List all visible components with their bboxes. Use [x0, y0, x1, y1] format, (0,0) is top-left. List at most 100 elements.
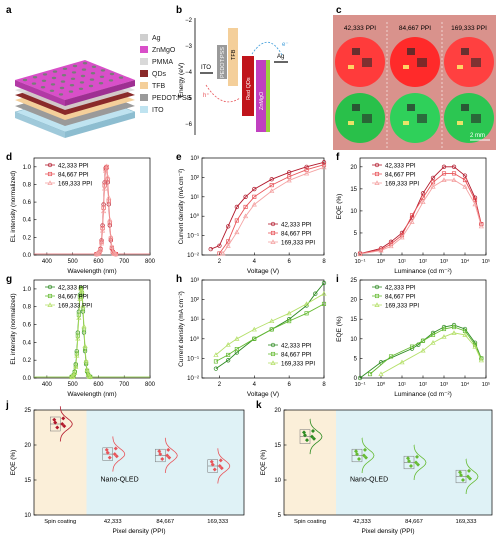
panel-letter-i: i — [336, 274, 339, 285]
panel-letter-b: b — [176, 5, 182, 16]
legend-label: 42,333 PPI — [385, 162, 416, 169]
ag-dot — [52, 70, 58, 73]
legend-label: 84,667 PPI — [281, 351, 312, 358]
data-point — [210, 462, 215, 467]
legend-label: 84,667 PPI — [385, 171, 416, 178]
y-tick-label: 10⁻¹ — [187, 356, 199, 362]
legend-label: TFB — [152, 83, 166, 90]
data-point — [355, 452, 359, 457]
data-point — [303, 301, 310, 306]
ag-dot — [69, 84, 75, 87]
data-point — [270, 239, 276, 244]
y-tick-label: 25 — [24, 408, 31, 414]
ag-dot — [61, 74, 67, 77]
y-axis-label: Current density (mA cm⁻²) — [178, 169, 185, 245]
y-tick-label: 0.2 — [23, 358, 32, 364]
micrograph-pattern — [417, 114, 427, 123]
distribution-curve — [59, 406, 73, 442]
data-point — [105, 174, 111, 179]
chart-d-red-el-spectra: Wavelength (nm) EL intensity (normalized)… — [10, 157, 156, 275]
data-point — [303, 170, 310, 176]
data-point — [409, 344, 415, 349]
data-point — [374, 284, 380, 290]
data-point — [364, 455, 368, 460]
data-point — [219, 466, 224, 471]
spectrum-line — [34, 165, 150, 255]
data-point — [60, 422, 65, 426]
panel-letter-c: c — [336, 5, 342, 16]
data-point — [96, 250, 103, 255]
chart-k-green-eqe-statistics: Nano-QLED Pixel density (PPI) EQE (%) 5 10 15… — [260, 408, 493, 535]
data-point — [441, 334, 447, 339]
legend-label: 169,333 PPI — [281, 239, 315, 246]
chart-e-red-current-density: Voltage (V) Current density (mA cm⁻²) 2 4 6 8… — [178, 156, 327, 275]
data-point — [213, 359, 218, 364]
panel-c-micrographs: 42,333 PPI 84,667 PPI 169,333 PPI 2 mm — [333, 15, 496, 150]
x-axis-label: Pixel density (PPI) — [112, 528, 165, 535]
data-point — [441, 164, 447, 169]
ag-dot — [51, 76, 57, 80]
jv-curve — [219, 164, 325, 254]
data-point — [234, 229, 240, 235]
data-point — [430, 175, 436, 180]
data-point — [82, 343, 88, 349]
x-tick-label: 400 — [42, 259, 53, 265]
x-tick-label: 8 — [322, 259, 326, 265]
y-axis-label: Current density (mA cm⁻²) — [178, 291, 185, 367]
data-point — [78, 285, 84, 291]
micrograph-pattern — [407, 48, 415, 55]
ag-dot — [79, 81, 85, 84]
data-point — [104, 163, 110, 169]
y-tick-label: 10⁰ — [190, 213, 200, 220]
scale-bar-label: 2 mm — [470, 133, 485, 139]
legend-label: QDs — [152, 71, 167, 78]
panel-letter-d: d — [6, 152, 12, 163]
data-point — [61, 416, 66, 421]
x-tick-label: 6 — [287, 382, 291, 388]
eqe-curve — [380, 332, 482, 375]
ag-dot — [58, 93, 64, 96]
y-tick-label: 5 — [278, 513, 282, 519]
data-point — [47, 162, 53, 168]
data-point — [208, 247, 213, 252]
data-point — [305, 438, 309, 443]
distribution-curve — [112, 436, 126, 472]
y-tick-label: 1.0 — [23, 165, 32, 171]
x-tick-label: 84,667 — [405, 519, 423, 525]
legend-label: 84,667 PPI — [385, 293, 416, 300]
ag-dot — [88, 84, 94, 88]
data-point — [75, 335, 81, 341]
panel-letter-k: k — [256, 400, 262, 411]
nano-qled-region — [86, 410, 244, 515]
x-tick-label: 169,333 — [456, 519, 477, 525]
data-point — [113, 251, 119, 257]
data-point — [409, 213, 415, 218]
data-point — [462, 177, 468, 183]
x-tick-label: 10⁰ — [377, 258, 386, 265]
znmgo-accent — [266, 60, 270, 132]
energy-axis-ticks: −2 −3 −4 −5 −6 — [185, 18, 193, 128]
hole-path — [205, 84, 241, 103]
electron-label: e⁻ — [282, 42, 289, 48]
data-point — [303, 433, 307, 438]
legend-swatch — [140, 106, 148, 113]
qd-block — [242, 56, 254, 116]
micrograph-tile — [390, 93, 440, 143]
x-tick-label: 10⁰ — [377, 381, 386, 388]
y-tick-label: 15 — [24, 478, 31, 484]
data-point — [251, 326, 257, 332]
data-point — [310, 434, 314, 439]
data-point — [47, 171, 53, 177]
ag-dot — [42, 73, 48, 76]
data-point — [374, 171, 380, 177]
legend-label: ZnMgO — [152, 47, 176, 54]
y-tick-label: 10¹ — [190, 317, 199, 323]
x-tick-label: 600 — [93, 259, 104, 265]
legend-swatch — [140, 58, 148, 65]
legend-label: 84,667 PPI — [58, 171, 89, 178]
data-point — [243, 204, 248, 209]
micrograph-tile — [444, 93, 494, 143]
y-tick-label: 0 — [354, 376, 358, 382]
data-point — [270, 230, 276, 236]
legend-swatch — [140, 94, 148, 101]
